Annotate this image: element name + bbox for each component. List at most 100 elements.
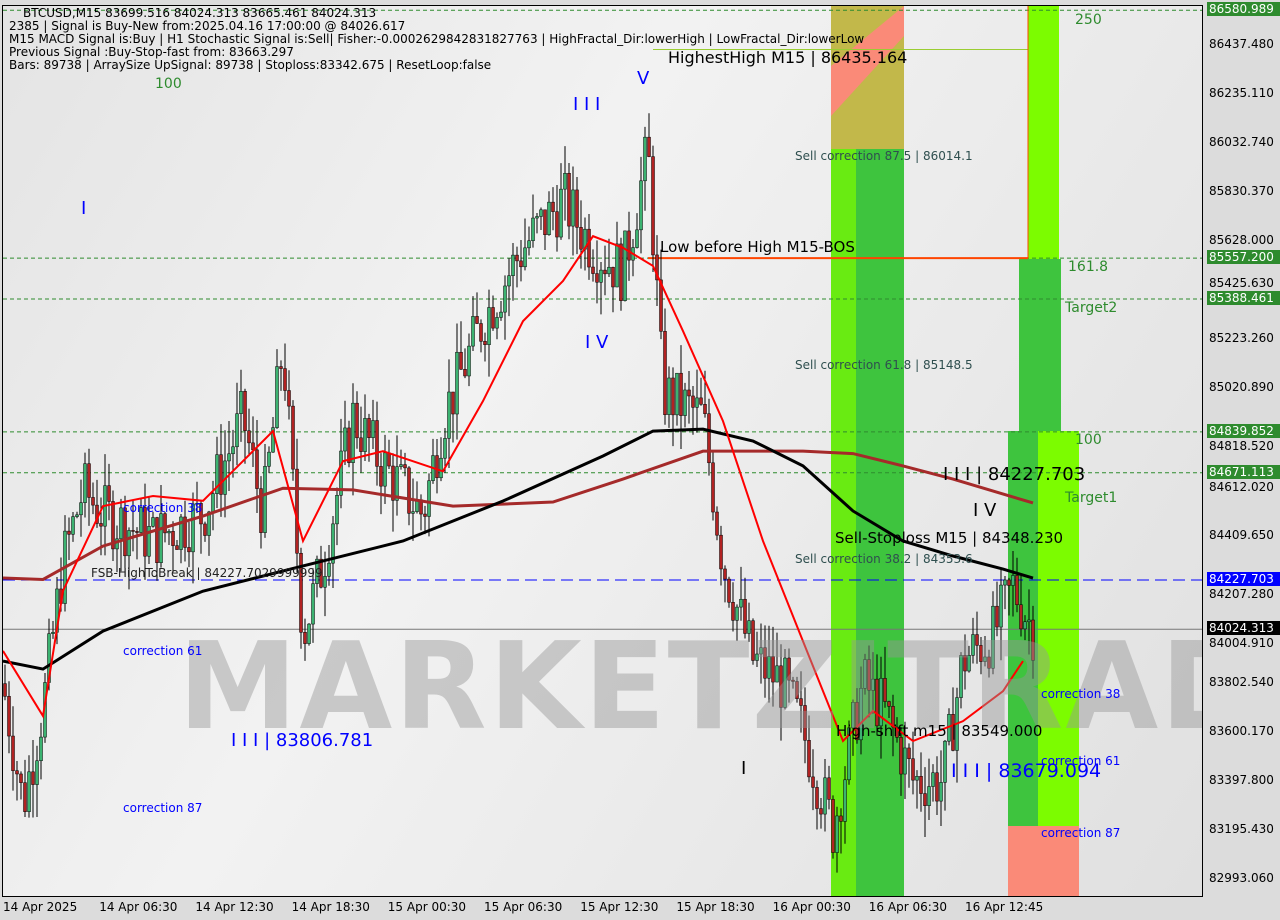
candle	[503, 285, 507, 313]
candle	[443, 438, 447, 459]
candle	[139, 507, 143, 533]
candle	[167, 531, 171, 534]
target1-label: Target1	[1065, 490, 1118, 506]
time-tick: 14 Apr 06:30	[99, 900, 178, 914]
correction-87-left: correction 87	[123, 801, 203, 815]
candle	[211, 493, 215, 513]
candle	[275, 366, 279, 428]
candle	[595, 273, 599, 283]
fib-100-label: 100	[1075, 432, 1102, 448]
candle	[15, 770, 19, 775]
candle	[131, 530, 135, 532]
candle	[11, 735, 15, 771]
candle	[31, 771, 35, 785]
time-tick: 16 Apr 12:45	[965, 900, 1044, 914]
candle	[363, 418, 367, 452]
candle	[519, 260, 523, 268]
price-tick: 85223.260	[1209, 330, 1274, 345]
high-shift-label: High-shift m15 | 83549.000	[836, 722, 1043, 740]
candle	[815, 787, 819, 809]
candle	[291, 405, 295, 470]
candle	[403, 464, 407, 469]
candle	[835, 815, 839, 853]
candle	[19, 773, 23, 783]
candle	[1003, 579, 1007, 586]
candle	[119, 507, 123, 540]
wave-iv-label: I V	[973, 500, 997, 521]
candle	[451, 391, 455, 415]
candle	[699, 397, 703, 405]
candle	[343, 427, 347, 452]
candle	[643, 136, 647, 182]
candle	[523, 247, 527, 268]
candle	[175, 545, 179, 550]
candle	[723, 568, 727, 580]
candle	[607, 266, 611, 275]
fsb-label: FSB-HighToBreak | 84227.7029999999	[91, 566, 323, 580]
candle	[315, 558, 319, 584]
time-tick: 14 Apr 2025	[3, 900, 78, 914]
candle	[35, 760, 39, 785]
candle	[227, 453, 231, 462]
candle	[711, 462, 715, 513]
time-tick: 14 Apr 12:30	[195, 900, 274, 914]
candle	[755, 653, 759, 661]
candle	[807, 740, 811, 778]
candle	[803, 705, 807, 741]
candle	[603, 269, 607, 275]
candle	[827, 777, 831, 800]
candle	[83, 463, 87, 503]
price-tag: 84839.852	[1207, 423, 1280, 438]
candle	[819, 808, 823, 815]
candle	[579, 227, 583, 250]
candle	[191, 503, 195, 553]
candle	[423, 513, 427, 517]
candle	[671, 377, 675, 416]
price-tick: 83802.540	[1209, 674, 1274, 689]
candle	[735, 606, 739, 621]
time-tick: 15 Apr 00:30	[387, 900, 467, 914]
wave-v-label: V	[637, 68, 650, 89]
candle	[247, 430, 251, 444]
fib-250-label: 250	[1075, 12, 1102, 28]
candle	[535, 216, 539, 219]
candle	[895, 726, 899, 738]
candle	[627, 230, 631, 261]
candle	[975, 634, 979, 646]
price-tick: 85020.890	[1209, 379, 1274, 394]
zone-green-mid	[1019, 259, 1061, 431]
candle	[843, 779, 847, 822]
candle	[795, 681, 799, 699]
candle	[1023, 621, 1027, 630]
candle	[903, 747, 907, 775]
candle	[999, 584, 1003, 628]
candle	[459, 351, 463, 370]
candle	[339, 450, 343, 496]
candle	[995, 605, 999, 628]
candle	[219, 454, 223, 495]
candle	[1031, 619, 1035, 661]
price-tag: 84227.703	[1207, 572, 1280, 587]
candle	[979, 645, 983, 662]
candle	[163, 513, 167, 534]
time-tick: 14 Apr 18:30	[291, 900, 370, 914]
candle	[691, 395, 695, 408]
zone-salmon-stripe	[831, 6, 904, 116]
correction-38-left: correction 38	[123, 501, 203, 515]
price-tag: 85388.461	[1207, 290, 1280, 305]
wave-iii-top-label: I I I | 84227.703	[943, 464, 1086, 485]
correction-38-right: correction 38	[1041, 687, 1121, 701]
correction-61-left: correction 61	[123, 644, 203, 658]
candle	[75, 514, 79, 517]
candle	[799, 698, 803, 706]
price-tick: 86235.110	[1209, 85, 1274, 100]
time-tick: 15 Apr 18:30	[676, 900, 755, 914]
wave-iv-mid-label: I V	[585, 332, 609, 353]
candle	[367, 418, 371, 438]
candle	[775, 665, 779, 683]
price-axis[interactable]: 86437.480 86235.110 86032.740 85830.370 8562…	[1203, 0, 1280, 920]
candle	[487, 307, 491, 345]
candle	[923, 793, 927, 806]
chart-area[interactable]: MARKETZITRADE BTCUSD,M15 83699.516 84024…	[2, 5, 1203, 897]
candle	[399, 464, 403, 467]
